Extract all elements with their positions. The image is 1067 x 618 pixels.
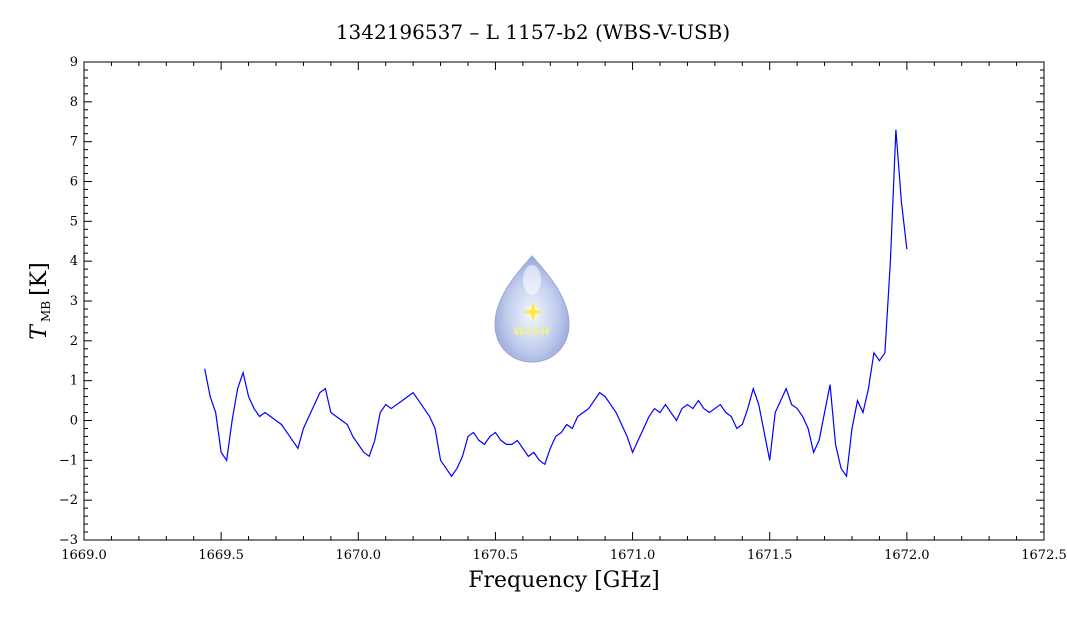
- tick-layer: 1669.0 1669.5 1670.0 1670.5 1671.0 1671.5 1672…: [59, 55, 1067, 563]
- y-tick: 2: [70, 334, 1044, 349]
- y-tick-label: 7: [70, 135, 78, 150]
- y-tick: 1: [70, 374, 1044, 389]
- y-tick: 8: [70, 95, 1044, 110]
- plot-frame: [83, 61, 1045, 541]
- svg-text:TMB[K]: TMB [K]: [27, 262, 53, 339]
- y-tick: −2: [59, 493, 1044, 508]
- y-axis-label-unit: [K]: [27, 262, 52, 296]
- y-tick: 4: [70, 254, 1044, 269]
- y-tick-label: 9: [70, 55, 78, 70]
- x-tick-label: 1670.0: [336, 548, 382, 563]
- x-axis-label: Frequency [GHz]: [468, 568, 660, 593]
- y-tick-label: 8: [70, 95, 78, 110]
- y-tick-label: 4: [70, 254, 78, 269]
- y-tick-label: −1: [59, 453, 78, 468]
- x-tick: 1671.0: [610, 62, 656, 563]
- y-tick: 7: [70, 135, 1044, 150]
- chart-title: 1342196537 – L 1157-b2 (WBS-V-USB): [336, 20, 730, 44]
- x-tick: 1671.5: [747, 62, 793, 563]
- x-tick: 1670.5: [473, 62, 519, 563]
- x-tick-label: 1671.0: [610, 548, 656, 563]
- series-line: [204, 129, 908, 478]
- y-axis-label-sub: MB: [39, 301, 53, 322]
- y-tick-label: 1: [70, 374, 78, 389]
- wish-logo: WISH: [494, 255, 570, 363]
- y-tick-label: −2: [59, 493, 78, 508]
- x-tick: 1670.0: [336, 62, 382, 563]
- y-tick-label: 0: [70, 414, 78, 429]
- y-tick-label: 6: [70, 175, 78, 190]
- y-axis-label-main: T: [27, 323, 52, 340]
- y-tick-label: 5: [70, 214, 78, 229]
- y-tick-label: −3: [59, 533, 78, 548]
- y-tick-label: 3: [70, 294, 78, 309]
- logo-text: WISH: [513, 325, 550, 338]
- x-tick-label: 1672.0: [884, 548, 930, 563]
- x-tick-label: 1669.5: [198, 548, 244, 563]
- x-tick-label: 1670.5: [473, 548, 519, 563]
- x-tick-label: 1671.5: [747, 548, 793, 563]
- x-tick: 1669.5: [198, 62, 244, 563]
- y-tick: 6: [70, 175, 1044, 190]
- y-tick: 3: [70, 294, 1044, 309]
- data-layer: [204, 129, 908, 478]
- x-tick: 1672.0: [884, 62, 930, 563]
- x-tick-label: 1669.0: [61, 548, 107, 563]
- y-tick-label: 2: [70, 334, 78, 349]
- y-axis-label: TMB [K]: [27, 262, 53, 339]
- y-tick: −1: [59, 453, 1044, 468]
- y-tick: 0: [70, 414, 1044, 429]
- y-tick: 5: [70, 214, 1044, 229]
- star-icon: [522, 301, 544, 323]
- x-tick-label: 1672.5: [1021, 548, 1067, 563]
